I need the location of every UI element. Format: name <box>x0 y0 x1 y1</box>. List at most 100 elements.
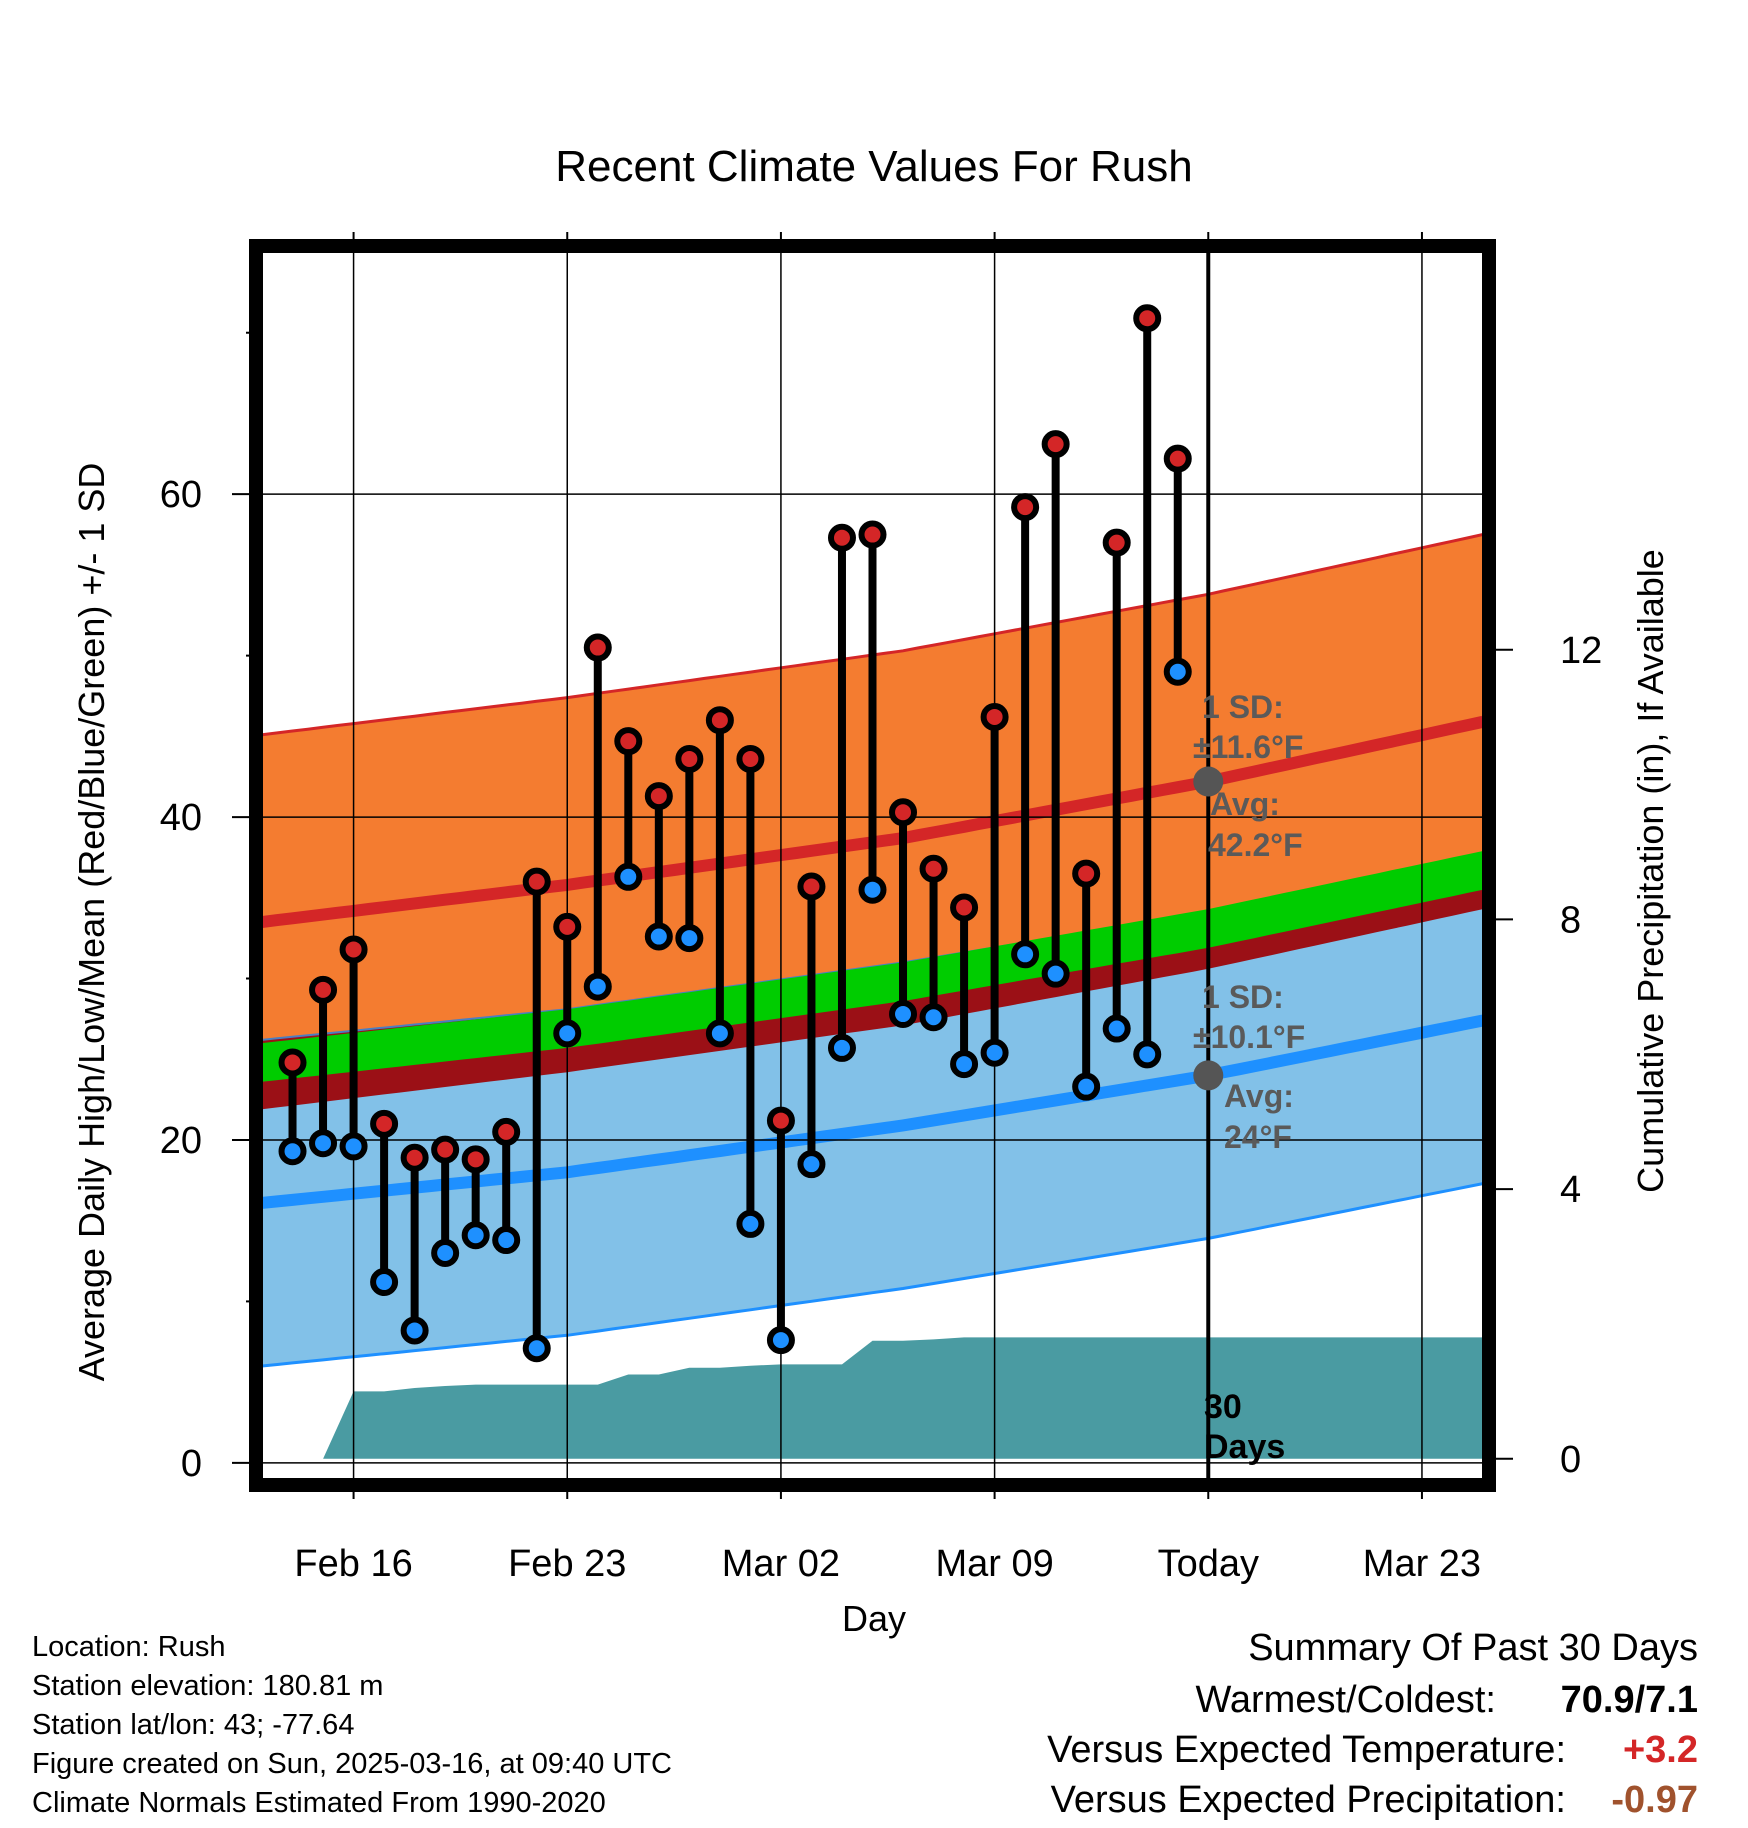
high-point <box>1133 304 1162 333</box>
x-tick-label: Mar 02 <box>722 1543 840 1585</box>
warmest-coldest-label: Warmest/Coldest: <box>1195 1679 1496 1721</box>
low-point <box>492 1226 521 1255</box>
high-point <box>1072 859 1101 888</box>
normals-text: Climate Normals Estimated From 1990-2020 <box>32 1787 606 1819</box>
high-point <box>1102 528 1131 557</box>
low-point <box>370 1268 399 1297</box>
low-point <box>614 862 643 891</box>
low-point <box>583 972 612 1001</box>
low-point <box>400 1316 429 1345</box>
y2-tick-label: 0 <box>1560 1439 1581 1481</box>
warmest-coldest-value: 70.9/7.1 <box>1561 1679 1698 1721</box>
low-point <box>431 1238 460 1267</box>
high-point <box>827 523 856 552</box>
y-tick-label: 20 <box>160 1120 202 1162</box>
summary-title: Summary Of Past 30 Days <box>1248 1627 1698 1669</box>
y2-tick-label: 4 <box>1560 1169 1581 1211</box>
high-avg-label: Avg: <box>1210 786 1280 822</box>
low-point <box>797 1150 826 1179</box>
high-point <box>766 1106 795 1135</box>
summary-panel: Summary Of Past 30 Days Warmest/Coldest:… <box>1047 1627 1698 1821</box>
low-avg-value: 24°F <box>1224 1119 1292 1155</box>
precip-departure-label: Versus Expected Precipitation: <box>1051 1779 1566 1821</box>
low-point <box>339 1132 368 1161</box>
x-tick-label: Mar 09 <box>935 1543 1053 1585</box>
high-point <box>492 1117 521 1146</box>
high-avg-value: 42.2°F <box>1208 827 1303 863</box>
low-avg-label: Avg: <box>1224 1078 1294 1114</box>
low-point <box>1102 1014 1131 1043</box>
low-point <box>522 1334 551 1363</box>
plot-area: Feb 16 Feb 23 Mar 02 Mar 09 Today Mar 2302040… <box>160 232 1602 1585</box>
low-point <box>1163 657 1192 686</box>
y2-tick-label: 8 <box>1560 899 1581 941</box>
high-point <box>461 1145 490 1174</box>
temp-departure-value: +3.2 <box>1623 1729 1698 1771</box>
today-low-normal-marker <box>1193 1060 1224 1091</box>
low-point <box>1011 940 1040 969</box>
high-point <box>705 706 734 735</box>
low-point <box>1133 1040 1162 1069</box>
high-point <box>675 744 704 773</box>
low-point <box>980 1038 1009 1067</box>
plot-inner <box>262 252 1483 1479</box>
low-point <box>736 1209 765 1238</box>
station-info: Location: Rush Station elevation: 180.81… <box>32 1631 672 1819</box>
high-point <box>400 1143 429 1172</box>
low-point <box>919 1003 948 1032</box>
location-text: Location: Rush <box>32 1631 225 1663</box>
low-point <box>858 875 887 904</box>
low-lower-sd-line <box>262 1182 1483 1368</box>
plot-frame <box>249 239 1496 1492</box>
high-point <box>614 727 643 756</box>
high-point <box>1041 430 1070 459</box>
low-sd-label: 1 SD: <box>1202 979 1284 1015</box>
latlon-text: Station lat/lon: 43; -77.64 <box>32 1709 354 1741</box>
low-normal-annotation: 1 SD: ±10.1°F Avg: 24°F <box>1193 979 1305 1155</box>
high-point <box>889 798 918 827</box>
chart-title: Recent Climate Values For Rush <box>555 142 1192 191</box>
low-point <box>1041 959 1070 988</box>
y-tick-label: 40 <box>160 797 202 839</box>
high-point <box>858 520 887 549</box>
period-label-number: 30 <box>1204 1388 1242 1426</box>
y-axis-title: Average Daily High/Low/Mean (Red/Blue/Gr… <box>71 463 112 1382</box>
cumulative-precip-area <box>262 1337 1483 1459</box>
low-point <box>553 1019 582 1048</box>
high-point <box>431 1135 460 1164</box>
low-point <box>1072 1072 1101 1101</box>
low-sd-value: ±10.1°F <box>1193 1019 1305 1055</box>
high-point <box>278 1048 307 1077</box>
period-label-days: Days <box>1204 1428 1285 1466</box>
high-point <box>583 633 612 662</box>
low-point <box>950 1050 979 1079</box>
low-point <box>644 922 673 951</box>
temp-departure-label: Versus Expected Temperature: <box>1047 1729 1566 1771</box>
high-point <box>644 782 673 811</box>
high-point <box>736 744 765 773</box>
low-point <box>766 1326 795 1355</box>
low-point <box>889 1000 918 1029</box>
high-point <box>370 1109 399 1138</box>
today-high-normal-marker <box>1193 766 1224 797</box>
x-tick-label: Feb 23 <box>508 1543 626 1585</box>
low-point <box>278 1137 307 1166</box>
high-point <box>980 702 1009 731</box>
high-point <box>1163 444 1192 473</box>
high-point <box>522 867 551 896</box>
low-point <box>309 1129 338 1158</box>
y-tick-label: 60 <box>160 474 202 516</box>
y2-axis-title: Cumulative Precipitation (in), If Availa… <box>1630 549 1671 1193</box>
y2-tick-label: 12 <box>1560 630 1602 672</box>
high-point <box>797 872 826 901</box>
x-axis-title: Day <box>842 1598 906 1639</box>
high-sd-label: 1 SD: <box>1202 689 1284 725</box>
y-tick-label: 0 <box>181 1443 202 1485</box>
normal-low-line <box>262 1014 1483 1209</box>
low-point <box>705 1019 734 1048</box>
high-point <box>553 912 582 941</box>
created-text: Figure created on Sun, 2025-03-16, at 09… <box>32 1748 672 1780</box>
low-point <box>461 1221 490 1250</box>
high-point <box>339 935 368 964</box>
